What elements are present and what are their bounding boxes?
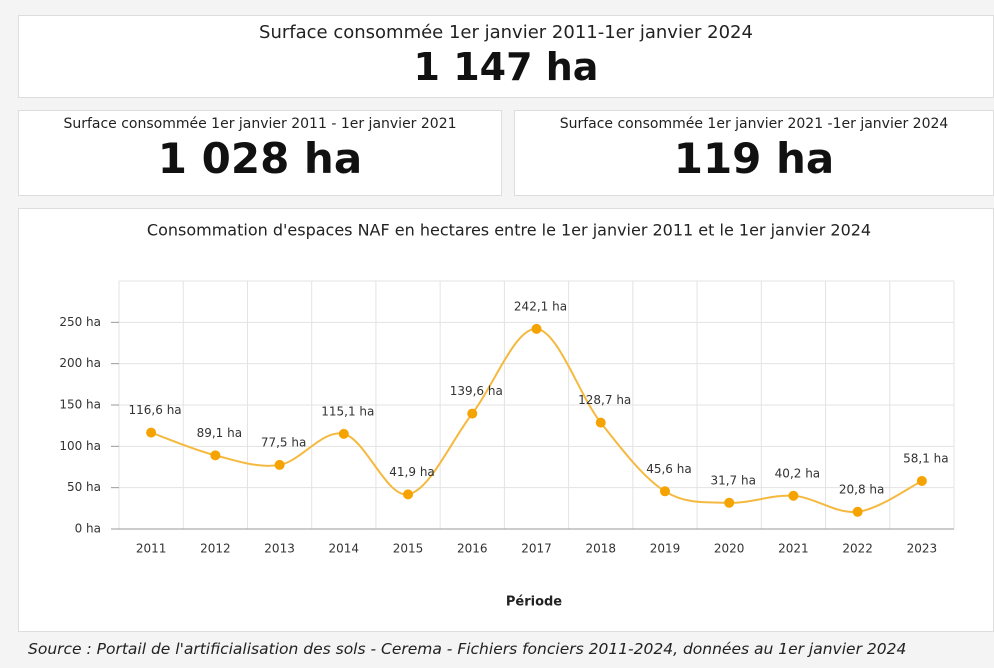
point — [274, 459, 285, 470]
chart-card: Consommation d'espaces NAF en hectares e… — [18, 208, 994, 632]
source: Source : Portail de l'artificialisation … — [28, 640, 907, 658]
x-tick-label: 2019 — [650, 542, 681, 556]
kpi-card: Surface consommée 1er janvier 2011 - 1er… — [18, 110, 502, 196]
kpi-value: 1 147 ha — [413, 45, 599, 89]
point — [403, 489, 414, 500]
x-tick-label: 2014 — [329, 542, 360, 556]
data-label: 116,6 ha — [129, 403, 182, 417]
y-tick-label: 250 ha — [59, 315, 101, 329]
point — [338, 428, 349, 439]
kpi-value: 119 ha — [673, 134, 835, 183]
data-label: 31,7 ha — [710, 473, 756, 487]
y-tick-label: 50 ha — [67, 480, 101, 494]
data-label: 139,6 ha — [450, 384, 503, 398]
x-tick-label: 2015 — [393, 542, 424, 556]
x-tick-label: 2021 — [778, 542, 809, 556]
kpi-value: 1 028 ha — [157, 134, 363, 183]
data-label: 20,8 ha — [839, 482, 885, 496]
x-tick-label: 2013 — [264, 542, 295, 556]
data-label: 45,6 ha — [646, 462, 692, 476]
point — [210, 450, 221, 461]
data-label: 128,7 ha — [578, 393, 631, 407]
y-tick-label: 0 ha — [75, 522, 101, 536]
data-label: 40,2 ha — [775, 466, 821, 480]
x-tick-label: 2018 — [585, 542, 616, 556]
point — [467, 408, 478, 419]
x-tick-label: 2017 — [521, 542, 552, 556]
point — [724, 497, 735, 508]
x-tick-label: 2016 — [457, 542, 488, 556]
data-label: 41,9 ha — [389, 465, 435, 479]
y-tick-label: 150 ha — [59, 398, 101, 412]
line — [150, 327, 923, 513]
x-tick-label: 2023 — [907, 542, 938, 556]
y-tick-label: 200 ha — [59, 356, 101, 370]
kpi-label: Surface consommée 1er janvier 2021 -1er … — [559, 116, 949, 132]
point — [788, 490, 799, 501]
data-label: 242,1 ha — [514, 299, 567, 313]
kpi-card: Surface consommée 1er janvier 2011-1er j… — [18, 15, 994, 98]
data-label: 115,1 ha — [321, 404, 374, 418]
y-tick-label: 100 ha — [59, 439, 101, 453]
point — [595, 417, 606, 428]
point — [916, 475, 927, 486]
x-tick-label: 2022 — [842, 542, 873, 556]
data-label: 89,1 ha — [197, 426, 243, 440]
kpi-label: Surface consommée 1er janvier 2011-1er j… — [259, 22, 753, 43]
chart: Consommation d'espaces NAF en hectares e… — [59, 221, 955, 610]
point — [531, 323, 542, 334]
point — [659, 486, 670, 497]
kpi-label: Surface consommée 1er janvier 2011 - 1er… — [63, 116, 457, 132]
x-axis-label: Période — [506, 595, 562, 610]
data-label: 77,5 ha — [261, 435, 307, 449]
kpi-card: Surface consommée 1er janvier 2021 -1er … — [514, 110, 994, 196]
x-tick-label: 2012 — [200, 542, 231, 556]
point — [852, 506, 863, 517]
x-tick-label: 2020 — [714, 542, 745, 556]
chart-title: Consommation d'espaces NAF en hectares e… — [147, 221, 871, 240]
data-label: 58,1 ha — [903, 451, 949, 465]
x-tick-label: 2011 — [136, 542, 167, 556]
point — [146, 427, 157, 438]
